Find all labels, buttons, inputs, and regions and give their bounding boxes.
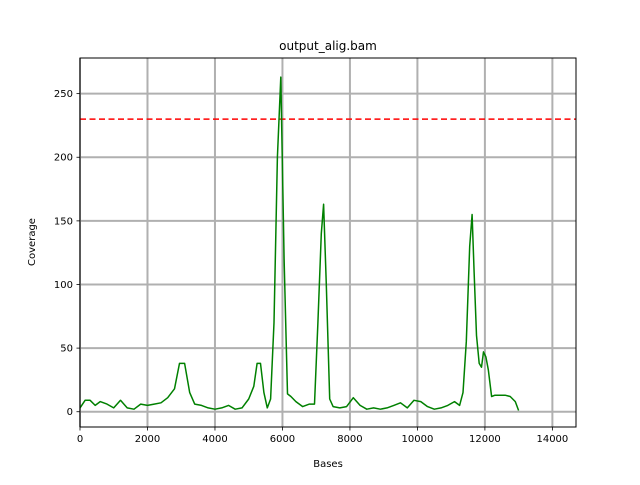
x-tick-label: 8000 [337, 434, 362, 445]
y-tick-label: 0 [67, 407, 73, 418]
x-tick-label: 2000 [135, 434, 160, 445]
x-tick-label: 12000 [469, 434, 501, 445]
y-axis-ticks: 0 50 100 150 200 250 [54, 89, 80, 418]
x-axis-ticks: 0 2000 4000 6000 8000 10000 12000 14000 [77, 427, 568, 445]
y-axis-label: Coverage [27, 218, 38, 266]
y-tick-label: 250 [54, 89, 73, 100]
series-layer [79, 76, 520, 411]
x-tick-label: 10000 [402, 434, 434, 445]
plot-frame [79, 57, 577, 428]
y-tick-label: 50 [60, 344, 73, 355]
plot-area [80, 58, 576, 427]
y-tick-label: 200 [54, 153, 73, 164]
y-tick-label: 150 [54, 216, 73, 227]
x-tick-label: 14000 [536, 434, 568, 445]
coverage-series-line [79, 76, 520, 411]
x-axis-label: Bases [313, 459, 343, 470]
x-tick-label: 6000 [270, 434, 295, 445]
chart-title: output_alig.bam [279, 39, 377, 53]
y-tick-label: 100 [54, 280, 73, 291]
x-tick-label: 0 [77, 434, 83, 445]
x-tick-label: 4000 [202, 434, 227, 445]
